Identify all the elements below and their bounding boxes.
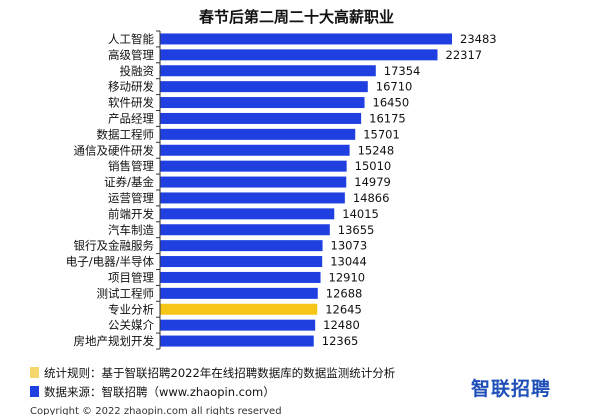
bar (160, 144, 350, 156)
chart-title: 春节后第二周二十大高薪职业 (198, 8, 394, 26)
value-label: 16710 (376, 80, 413, 94)
bar (160, 240, 323, 252)
value-label: 14015 (342, 207, 379, 221)
category-label: 软件研发 (108, 96, 154, 110)
category-label: 电子/电器/半导体 (66, 255, 155, 269)
category-label: 测试工程师 (97, 286, 155, 300)
value-label: 16175 (369, 111, 406, 125)
value-label: 12365 (322, 334, 359, 348)
value-label: 23483 (460, 32, 497, 46)
category-label: 投融资 (120, 64, 155, 78)
bar (160, 65, 376, 77)
source-text: 数据来源：智联招聘（www.zhaopin.com） (44, 385, 275, 399)
bar (160, 49, 438, 61)
bar (160, 33, 452, 45)
bar (160, 256, 323, 268)
value-label: 14866 (353, 191, 390, 205)
category-label: 汽车制造 (108, 223, 154, 237)
category-label: 前端开发 (108, 207, 154, 221)
category-label: 房地产规划开发 (74, 334, 155, 348)
bar (160, 192, 345, 204)
category-label: 数据工程师 (97, 127, 155, 141)
value-label: 15248 (358, 143, 395, 157)
category-label: 高级管理 (108, 48, 154, 62)
category-label: 专业分析 (108, 302, 154, 316)
value-label: 13044 (330, 255, 367, 269)
rule-text: 统计规则：基于智联招聘2022年在线招聘数据库的数据监测统计分析 (44, 366, 396, 380)
category-label: 证券/基金 (104, 175, 154, 189)
category-label: 销售管理 (108, 159, 154, 173)
bar (160, 224, 330, 236)
rule-swatch (30, 367, 39, 378)
bar (160, 319, 316, 331)
category-label: 产品经理 (108, 111, 154, 125)
bar-chart: 人工智能 23483 高级管理 22317 投融资 17354 移动研发 16710 软件研发 1… (66, 30, 497, 350)
brand-logo: 智联招聘 (470, 378, 551, 400)
category-label: 银行及金融服务 (74, 239, 155, 253)
value-label: 15010 (355, 159, 392, 173)
category-label: 通信及硬件研发 (74, 143, 155, 157)
bar (160, 303, 318, 315)
value-label: 15701 (363, 127, 400, 141)
value-label: 13655 (338, 223, 375, 237)
value-label: 12910 (329, 270, 366, 284)
value-label: 17354 (384, 64, 421, 78)
value-label: 22317 (446, 48, 483, 62)
category-label: 人工智能 (108, 32, 154, 46)
bar (160, 208, 335, 220)
source-swatch (30, 386, 39, 397)
bar (160, 271, 321, 283)
value-label: 14979 (354, 175, 391, 189)
value-label: 16450 (373, 96, 410, 110)
value-label: 13073 (331, 239, 368, 253)
bar (160, 97, 365, 109)
value-label: 12480 (323, 318, 360, 332)
category-label: 运营管理 (108, 191, 154, 205)
bar (160, 160, 347, 172)
bar (160, 128, 356, 140)
bar (160, 176, 347, 188)
category-label: 公关媒介 (108, 318, 154, 332)
bar (160, 287, 318, 299)
copyright-text: Copyright © 2022 zhaopin.com all rights … (30, 406, 282, 415)
bar (160, 81, 368, 93)
category-label: 项目管理 (108, 270, 154, 284)
bar (160, 335, 314, 347)
value-label: 12688 (326, 286, 363, 300)
category-label: 移动研发 (108, 80, 154, 94)
value-label: 12645 (325, 302, 362, 316)
bar (160, 112, 362, 124)
